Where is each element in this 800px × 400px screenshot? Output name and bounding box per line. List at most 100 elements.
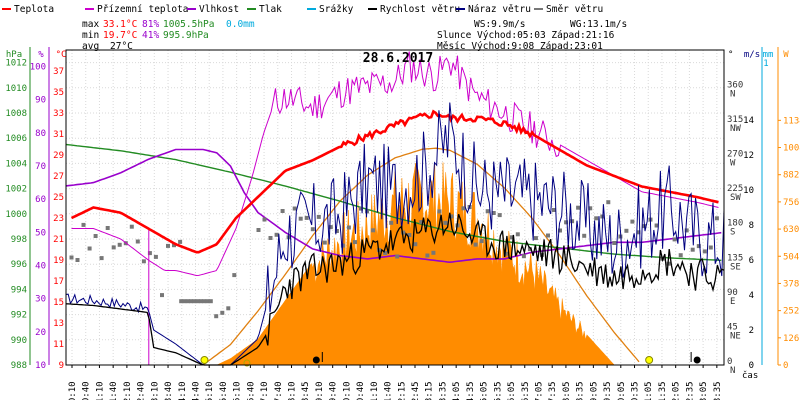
- wind-direction-point: [226, 306, 231, 311]
- stats-min-press: 995.9hPa: [163, 30, 209, 41]
- speed-tick-label: 12: [743, 151, 754, 161]
- wind-direction-point: [274, 232, 279, 237]
- x-tick-label: 12:45: [411, 381, 421, 400]
- humidity-tick-label: 80: [35, 129, 46, 139]
- wind-direction-point: [521, 254, 526, 259]
- x-tick-label: 23:35: [713, 381, 723, 400]
- x-tick-label: 18:05: [562, 381, 572, 400]
- x-tick-label: 01:10: [95, 381, 105, 400]
- x-tick-label: 02:40: [137, 381, 147, 400]
- wind-direction-point: [310, 227, 315, 232]
- wind-direction-point: [205, 299, 210, 304]
- direction-tick-letter: E: [730, 297, 735, 307]
- direction-tick-value: 45: [727, 322, 738, 332]
- wind-direction-point: [208, 299, 213, 304]
- pressure-tick-label: 1010: [5, 84, 27, 94]
- temperature-tick-label: 31: [53, 130, 64, 140]
- wind-direction-point: [153, 254, 158, 259]
- radiation-tick-label: 882: [783, 171, 799, 181]
- wind-direction-point: [431, 250, 436, 255]
- wind-direction-point: [696, 244, 701, 249]
- wind-direction-point: [292, 206, 297, 211]
- pressure-tick-label: 996: [11, 260, 27, 270]
- wind-direction-point: [576, 205, 581, 210]
- x-tick-label: 06:40: [246, 381, 256, 400]
- x-tick-label: 18:35: [576, 381, 586, 400]
- wind-direction-point: [371, 228, 376, 233]
- pressure-tick-label: 998: [11, 235, 27, 245]
- temperature-tick-label: 21: [53, 235, 64, 245]
- legend-item: Přízemní teplota: [97, 4, 189, 15]
- direction-tick-letter: NE: [730, 331, 741, 341]
- radiation-tick-label: 756: [783, 198, 799, 208]
- wind-direction-point: [147, 251, 152, 256]
- humidity-tick-label: 30: [35, 295, 46, 305]
- speed-tick-label: 6: [749, 256, 754, 266]
- x-tick-label: 14:05: [452, 381, 462, 400]
- wind-direction-point: [69, 255, 74, 260]
- direction-tick-value: 180: [727, 219, 743, 229]
- wind-direction-point: [461, 206, 466, 211]
- stats-avg-temp: 27°C: [110, 41, 133, 52]
- wind-direction-point: [129, 224, 134, 229]
- wind-direction-point: [141, 259, 146, 264]
- x-tick-label: 17:05: [534, 381, 544, 400]
- stats-max-temp: 33.1°C: [103, 19, 137, 30]
- stats-avg-label: avg: [82, 41, 99, 52]
- wind-direction-point: [443, 220, 448, 225]
- rain-tick-label: 1: [763, 59, 768, 69]
- x-tick-label: 07:40: [274, 381, 284, 400]
- wind-direction-point: [93, 234, 98, 238]
- direction-tick-letter: SE: [730, 262, 741, 272]
- x-tick-label: 17:35: [548, 381, 558, 400]
- legend-item: Vlhkost: [199, 4, 239, 15]
- wind-direction-point: [437, 209, 442, 214]
- wind-direction-point: [111, 245, 116, 250]
- humidity-tick-label: 100: [30, 63, 46, 73]
- wind-direction-point: [708, 245, 713, 250]
- wind-direction-point: [702, 249, 707, 254]
- legend-item: Rychlost větru: [380, 4, 460, 15]
- radiation-tick-label: 378: [783, 279, 799, 289]
- speed-axis-label: m/s: [744, 50, 760, 60]
- wind-direction-point: [401, 230, 406, 235]
- wind-direction-point: [714, 216, 719, 221]
- stats-max-hum: 81%: [142, 19, 159, 30]
- x-tick-label: 08:10: [288, 381, 298, 400]
- x-tick-label: 04:40: [191, 381, 201, 400]
- humidity-tick-label: 50: [35, 228, 46, 238]
- series-layer: [65, 51, 725, 367]
- x-tick-label: 21:35: [658, 381, 668, 400]
- direction-axis-label: °: [728, 50, 733, 60]
- x-tick-label: 15:05: [480, 381, 490, 400]
- pressure-tick-label: 990: [11, 336, 27, 346]
- pressure-tick-label: 1002: [5, 185, 27, 195]
- x-tick-label: 22:35: [685, 381, 695, 400]
- speed-tick-label: 14: [743, 116, 754, 126]
- plot-frame: [65, 49, 725, 366]
- stats-moon-times: Měsíc Východ:9:08 Západ:23:01: [437, 41, 603, 52]
- radiation-tick-label: 1134: [783, 116, 800, 126]
- pressure-tick-label: 994: [11, 285, 27, 295]
- wind-direction-point: [220, 310, 225, 315]
- wind-direction-point: [558, 228, 562, 233]
- x-tick-label: 10:40: [356, 381, 366, 400]
- wind-direction-point: [87, 246, 92, 251]
- wind-direction-point: [214, 314, 219, 319]
- x-tick-label: 20:35: [631, 381, 641, 400]
- direction-tick-value: 270: [727, 150, 743, 160]
- wind-direction-point: [117, 242, 122, 247]
- temperature-line: [70, 109, 719, 254]
- pressure-tick-label: 1004: [5, 159, 27, 169]
- wind-direction-point: [262, 217, 267, 222]
- temperature-tick-label: 25: [53, 193, 64, 203]
- speed-tick-label: 8: [749, 221, 754, 231]
- wind-direction-point: [600, 214, 605, 219]
- wind-direction-point: [268, 236, 273, 240]
- wind-direction-point: [346, 225, 351, 230]
- x-tick-label: 11:10: [370, 381, 380, 400]
- x-tick-label: 13:35: [438, 381, 448, 400]
- wind-direction-point: [202, 299, 207, 304]
- speed-tick-label: 0: [749, 361, 754, 371]
